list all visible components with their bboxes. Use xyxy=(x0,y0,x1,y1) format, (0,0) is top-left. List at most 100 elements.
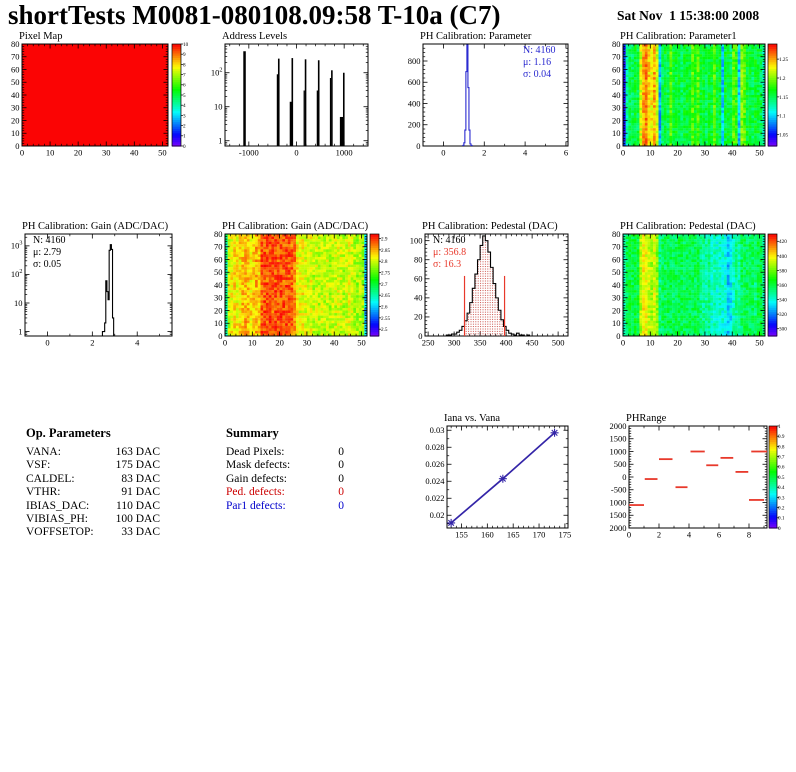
summary-title: Summary xyxy=(226,426,279,440)
y-tick-label: 30 xyxy=(11,103,20,113)
summary-row: Dead Pixels: 0 xyxy=(226,446,344,459)
summary-row: Ped. defects: 0 xyxy=(226,486,344,499)
y-tick-label: 70 xyxy=(214,242,223,252)
y-tick-label: 102 xyxy=(211,67,223,78)
x-tick-label: 10 xyxy=(248,338,256,348)
x-tick-label: 0 xyxy=(20,148,24,158)
y-tick-label: 0.03 xyxy=(430,425,445,435)
summary-label: Par1 defects: xyxy=(226,499,286,512)
ph-parameter1-map-panel: PH Calibration: Parameter1 0 10 20 30 40 50 0 1… xyxy=(597,30,796,180)
y-tick-label: 20 xyxy=(11,115,20,125)
colorbar-label: 8 xyxy=(183,62,186,68)
x-tick-label: 155 xyxy=(455,530,468,540)
y-tick-label: 2000 xyxy=(610,421,627,431)
y-tick-label: 50 xyxy=(11,77,20,87)
x-tick-label: 170 xyxy=(533,530,546,540)
y-tick-label: 10 xyxy=(612,128,621,138)
x-tick-label: 4 xyxy=(135,338,140,348)
y-tick-label: 50 xyxy=(214,267,223,277)
op-parameters-rows: VANA: 163 DAC VSF: 175 DAC CALDEL: 83 DAC VTHR… xyxy=(26,446,160,540)
y-tick-label: 80 xyxy=(612,39,621,49)
y-tick-label: 100 xyxy=(410,235,423,245)
colorbar-label: 0 xyxy=(183,144,186,150)
colorbar-label: 4 xyxy=(183,103,186,109)
plot-frame xyxy=(422,43,569,147)
colorbar-label: 1 xyxy=(778,424,781,430)
x-tick-label: 0 xyxy=(294,148,298,158)
x-tick-label: 20 xyxy=(673,148,682,158)
summary-value: 0 xyxy=(338,486,344,499)
y-tick-label: 70 xyxy=(612,242,621,252)
x-tick-label: 0 xyxy=(627,530,631,540)
y-tick-label: 60 xyxy=(214,254,223,264)
y-tick-label: 50 xyxy=(612,267,621,277)
x-tick-label: 30 xyxy=(303,338,312,348)
colorbar-label: 0.4 xyxy=(778,485,785,491)
y-tick-label: 800 xyxy=(408,56,421,66)
x-tick-label: 30 xyxy=(701,148,710,158)
y-tick-label: 400 xyxy=(408,98,421,108)
x-tick-label: 2 xyxy=(657,530,661,540)
x-tick-label: 500 xyxy=(552,338,565,348)
summary-rows: Dead Pixels: 0 Mask defects: 0 Gain defects:… xyxy=(226,446,344,513)
x-tick-label: 10 xyxy=(646,338,655,348)
colorbar-label: 10 xyxy=(183,42,189,48)
colorbar-label: 1.15 xyxy=(779,95,788,101)
summary-row: Par1 defects: 0 xyxy=(226,500,344,513)
op_parameters-label: VTHR: xyxy=(26,486,61,499)
y-tick-label: 0 xyxy=(418,331,422,341)
x-tick-label: 6 xyxy=(717,530,721,540)
summary-value: 0 xyxy=(338,446,344,458)
y-tick-label: 50 xyxy=(612,77,621,87)
phrange-panel: PHRange 0 2 4 6 8 2000 1500 1000 500 0 -500 1000 150… xyxy=(597,412,796,562)
y-tick-label: 0.02 xyxy=(430,510,445,520)
x-tick-label: 50 xyxy=(755,338,764,348)
op_parameters-value: 110 DAC xyxy=(116,499,160,512)
summary-value: 0 xyxy=(338,459,344,472)
colorbar-label: 1.2 xyxy=(779,76,786,82)
summary-panel: Summary Dead Pixels: 0 Mask defects: 0 Gain … xyxy=(226,426,344,513)
op_parameters-value: 91 DAC xyxy=(121,486,160,499)
colorbar xyxy=(369,233,380,337)
plot-frame xyxy=(24,233,173,337)
x-tick-label: 350 xyxy=(474,338,487,348)
colorbar-label: 360 xyxy=(779,283,787,289)
y-tick-label: 10 xyxy=(11,128,20,138)
pixel-map-panel: Pixel Map 0 10 20 30 40 50 0 10 20 30 40 50 60 70 80 0 1… xyxy=(0,30,199,180)
page-title: shortTests M0081-080108.09:58 T-10a (C7) xyxy=(8,0,501,30)
x-tick-label: 10 xyxy=(46,148,55,158)
op_parameters-label: VSF: xyxy=(26,459,51,472)
colorbar-label: 0.5 xyxy=(778,475,785,481)
y-tick-label: -500 xyxy=(611,485,627,495)
y-tick-label: 1500 xyxy=(610,434,627,444)
y-tick-label: 30 xyxy=(214,293,223,303)
colorbar-label: 7 xyxy=(183,73,186,79)
chart-title: PH Calibration: Parameter xyxy=(420,31,532,42)
colorbar-label: 2.85 xyxy=(381,248,390,254)
op_parameters-value: 83 DAC xyxy=(121,472,160,485)
colorbar-label: 0.3 xyxy=(778,495,785,501)
colorbar-label: 1 xyxy=(183,134,186,140)
y-tick-label: 1500 xyxy=(610,510,627,520)
colorbar-label: 1.25 xyxy=(779,57,788,63)
colorbar-label: 320 xyxy=(779,312,787,318)
colorbar-label: 0.9 xyxy=(778,434,785,440)
stats-line: μ: 1.16 xyxy=(523,57,551,68)
x-tick-label: 20 xyxy=(673,338,682,348)
colorbar-label: 5 xyxy=(183,93,186,99)
y-tick-label: 0.028 xyxy=(425,442,444,452)
op-parameters-panel: Op. Parameters VANA: 163 DAC VSF: 175 DAC CA… xyxy=(26,426,160,540)
colorbar-label: 2.55 xyxy=(381,316,390,322)
y-tick-label: 60 xyxy=(612,64,621,74)
y-tick-label: 0 xyxy=(616,331,620,341)
stats-line: σ: 0.05 xyxy=(33,259,61,270)
summary-label: Gain defects: xyxy=(226,472,287,485)
y-tick-label: 0 xyxy=(15,141,19,151)
op_parameters-row: CALDEL: 83 DAC xyxy=(26,473,160,486)
chart-title: PH Calibration: Gain (ADC/DAC) xyxy=(22,221,169,232)
y-tick-label: 40 xyxy=(612,90,621,100)
